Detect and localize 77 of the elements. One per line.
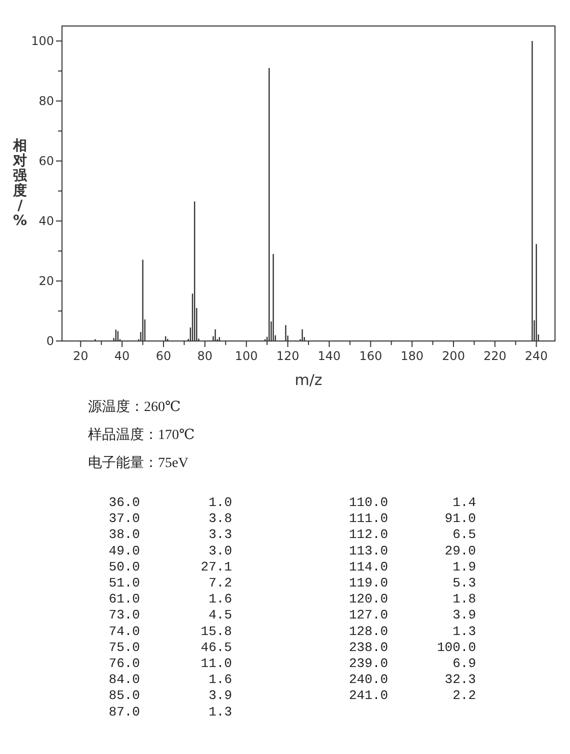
text: 127.0: [348, 608, 388, 623]
text: 87.0: [108, 704, 140, 720]
text: 1.3: [452, 624, 476, 639]
text: 241.0: [348, 688, 388, 704]
y-tick-label: 0: [46, 334, 54, 348]
text: 1.9: [452, 559, 476, 574]
text: 50.0: [108, 559, 140, 574]
text: 1.3: [208, 704, 232, 720]
x-tick-label: 80: [197, 349, 213, 363]
text: 1.6: [208, 672, 232, 688]
x-tick-label: 40: [114, 349, 130, 363]
y-tick-label: 60: [38, 154, 54, 168]
text: 6.5: [452, 527, 476, 542]
text: 76.0: [108, 656, 140, 671]
text: 3.9: [208, 688, 232, 704]
text: 样品温度：170℃: [88, 427, 195, 443]
text: 240.0: [348, 672, 388, 688]
text: 4.5: [208, 608, 232, 623]
text: 36.0: [108, 495, 140, 510]
text: 120.0: [348, 592, 388, 607]
text: 113.0: [348, 543, 388, 558]
x-axis-title: m/z: [294, 371, 322, 389]
x-tick-label: 200: [442, 349, 465, 363]
text: 119.0: [348, 576, 388, 590]
text: 84.0: [108, 672, 140, 688]
text: 37.0: [108, 511, 140, 526]
text: 1.0: [208, 495, 232, 510]
text: 238.0: [348, 640, 388, 655]
text: 1.8: [452, 592, 476, 607]
x-tick-label: 220: [483, 349, 506, 363]
x-tick-label: 60: [156, 349, 172, 363]
text: 1.4: [452, 495, 476, 510]
x-tick-label: 240: [524, 349, 548, 363]
text: 27.1: [200, 559, 232, 574]
text: 73.0: [108, 608, 140, 623]
y-tick-label: 100: [31, 34, 54, 48]
text: 49.0: [108, 543, 140, 558]
text: 2.2: [452, 688, 476, 704]
text: 114.0: [348, 559, 388, 574]
text: 5.3: [452, 576, 476, 590]
text: 29.0: [444, 543, 476, 558]
text: 75.0: [108, 640, 140, 655]
x-tick-label: 20: [73, 349, 88, 363]
text: 61.0: [108, 592, 140, 607]
text: 239.0: [348, 656, 388, 671]
text: 91.0: [444, 511, 476, 526]
text: 85.0: [108, 688, 140, 704]
text: 3.3: [208, 527, 232, 542]
text: 3.9: [452, 608, 476, 623]
y-tick-label: 20: [38, 274, 54, 288]
text: 74.0: [108, 624, 140, 639]
x-tick-label: 120: [276, 349, 300, 363]
x-tick-label: 140: [318, 349, 341, 363]
text: 100.0: [436, 640, 476, 655]
x-tick-label: 100: [234, 349, 258, 363]
text: 7.2: [208, 576, 232, 590]
y-axis-title: 相对强度/%: [12, 138, 28, 229]
text: 38.0: [108, 527, 140, 542]
text: 11.0: [200, 656, 232, 671]
y-tick-label: 40: [38, 214, 54, 228]
text: 源温度：260℃: [88, 399, 181, 415]
text: 15.8: [200, 624, 232, 639]
text: 6.9: [452, 656, 476, 671]
y-tick-label: 80: [38, 94, 54, 108]
text: 51.0: [108, 576, 140, 590]
x-tick-label: 160: [359, 349, 382, 363]
text: 32.3: [444, 672, 476, 688]
text: 128.0: [348, 624, 388, 639]
text: 111.0: [348, 511, 388, 526]
text: 电子能量：75eV: [88, 455, 188, 471]
text: 112.0: [348, 527, 388, 542]
text: 1.6: [208, 592, 232, 607]
text: 46.5: [200, 640, 232, 655]
x-tick-label: 180: [400, 349, 424, 363]
text: 3.8: [208, 511, 232, 526]
text: 110.0: [348, 495, 388, 510]
text: 3.0: [208, 543, 232, 558]
